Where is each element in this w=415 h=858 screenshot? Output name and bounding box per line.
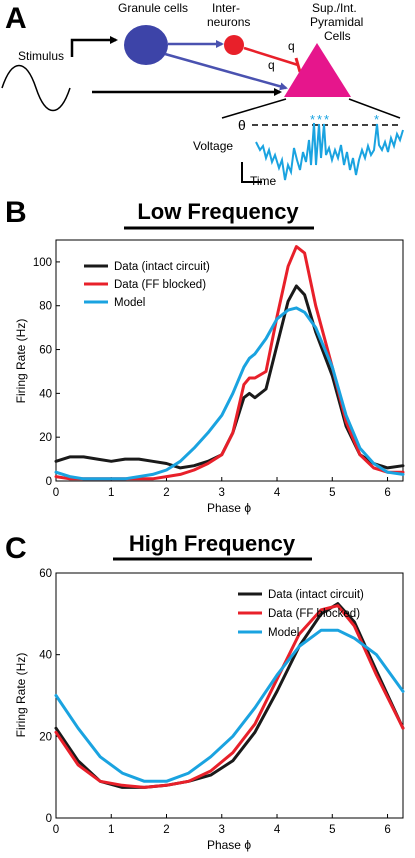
- chart-b-series-line-model: [54, 306, 405, 481]
- legend-c-label-model: Model: [268, 627, 299, 639]
- spike-markers: * * * *: [310, 112, 379, 127]
- spike-star: *: [374, 112, 379, 127]
- zoom-line-left: [221, 98, 287, 119]
- zoom-line-right: [348, 98, 401, 119]
- legend-c-label-intact: Data (intact circuit): [268, 589, 364, 601]
- legend-b-label-intact: Data (intact circuit): [114, 261, 210, 273]
- interneuron-node: [224, 35, 244, 55]
- chart-c-xtick-label: 4: [274, 824, 281, 836]
- pyramidal-label-line1: Sup./Int.: [312, 1, 357, 15]
- chart-b-xtick-label: 6: [384, 487, 390, 499]
- spike-star: *: [324, 112, 329, 127]
- spike-star: *: [310, 112, 315, 127]
- chart-c-ylabel: Firing Rate (Hz): [14, 653, 28, 738]
- chart-c-ytick-label: 40: [39, 650, 52, 662]
- chart-b-xtick-label: 0: [53, 487, 59, 499]
- chart-b-series-line-data-intact-circuit: [54, 284, 405, 470]
- voltage-trace: [255, 122, 404, 181]
- chart-b-xtick-label: 1: [108, 487, 114, 499]
- granule-cells-label: Granule cells: [118, 1, 188, 15]
- chart-c-title: High Frequency: [129, 531, 296, 556]
- chart-c-xtick-label: 1: [108, 824, 114, 836]
- chart-c-xtick-label: 0: [53, 824, 59, 836]
- pyramidal-label-line2: Pyramidal: [310, 15, 363, 29]
- chart-b-ytick-label: 100: [33, 257, 52, 269]
- chart-b-ytick-label: 80: [39, 301, 52, 313]
- interneuron-inhibitory-connection: [243, 46, 299, 67]
- chart-c-series-line-data-ff-blocked: [54, 604, 405, 789]
- q-label-feedforward: q: [268, 58, 275, 72]
- interneurons-label-line2: neurons: [207, 15, 250, 29]
- legend-b-label-model: Model: [114, 297, 145, 309]
- legend-c-label-ff-blocked: Data (FF blocked): [268, 608, 360, 620]
- chart-b-xtick-label: 4: [274, 487, 281, 499]
- chart-b-title: Low Frequency: [137, 199, 299, 224]
- q-label-inhibitory: q: [288, 39, 295, 53]
- theta-label: θ: [238, 117, 246, 133]
- chart-b-xlabel: Phase ϕ: [207, 501, 251, 515]
- chart-b-legend: Data (intact circuit) Data (FF blocked) …: [84, 261, 210, 309]
- chart-c-ytick-label: 60: [39, 568, 52, 580]
- chart-b-series-line-data-ff-blocked: [54, 245, 405, 481]
- panel-a-diagram: A Stimulus Granule cells Inter- neurons …: [1, 1, 404, 188]
- chart-c-legend: Data (intact circuit) Data (FF blocked) …: [238, 589, 364, 639]
- chart-c-ytick-label: 0: [46, 813, 52, 825]
- panel-letter-c: C: [5, 532, 27, 565]
- chart-c-ytick-label: 20: [39, 731, 52, 743]
- chart-b-series: [54, 245, 405, 481]
- chart-c-xtick-label: 6: [384, 824, 390, 836]
- stimulus-to-granule-arrow: [70, 36, 118, 57]
- chart-c-series-line-data-intact-circuit: [54, 602, 405, 789]
- voltage-label: Voltage: [193, 139, 233, 153]
- stimulus-sine-wave: [1, 65, 71, 111]
- time-label: Time: [250, 174, 277, 188]
- interneurons-label-line1: Inter-: [212, 1, 240, 15]
- spike-star: *: [317, 112, 322, 127]
- chart-b-ytick-label: 60: [39, 345, 52, 357]
- pyramidal-cell-triangle: [284, 43, 351, 97]
- granule-cell-node: [124, 25, 168, 65]
- chart-c-xtick-label: 3: [219, 824, 225, 836]
- chart-b-ytick-label: 20: [39, 432, 52, 444]
- chart-c-series: [54, 602, 405, 789]
- chart-b-xtick-label: 3: [219, 487, 225, 499]
- chart-b-xtick-label: 2: [163, 487, 169, 499]
- pyramidal-label-line3: Cells: [324, 29, 351, 43]
- chart-c-xlabel: Phase ϕ: [207, 838, 251, 852]
- granule-to-pyramidal-arrow: [164, 52, 288, 91]
- chart-c-xtick-label: 2: [163, 824, 169, 836]
- chart-c-series-line-model: [54, 628, 405, 783]
- panel-letter-a: A: [5, 2, 27, 35]
- chart-b-plot-frame: [55, 239, 404, 482]
- chart-b-xtick-label: 5: [329, 487, 335, 499]
- chart-b-ytick-label: 0: [46, 476, 52, 488]
- chart-b-ytick-label: 40: [39, 388, 52, 400]
- inhibitory-bar-end: [294, 57, 302, 73]
- chart-b-ylabel: Firing Rate (Hz): [14, 319, 28, 404]
- legend-b-label-ff-blocked: Data (FF blocked): [114, 279, 206, 291]
- chart-c-xtick-label: 5: [329, 824, 335, 836]
- panel-letter-b: B: [5, 196, 27, 229]
- stimulus-label: Stimulus: [18, 49, 64, 63]
